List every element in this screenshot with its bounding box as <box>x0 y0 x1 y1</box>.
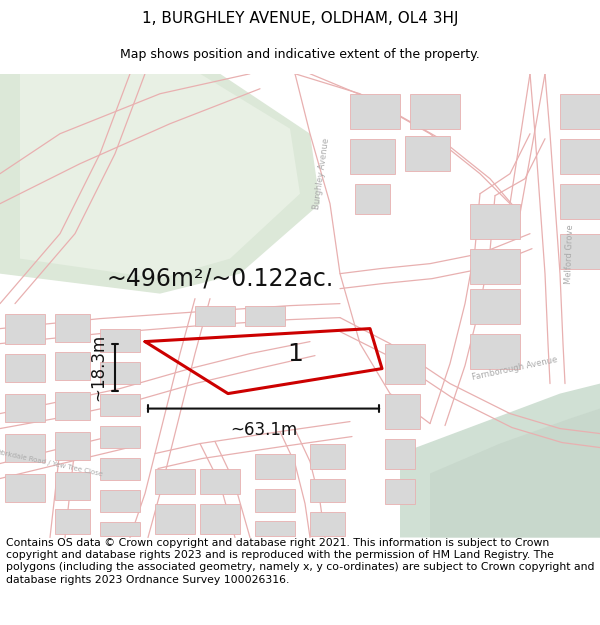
Text: Map shows position and indicative extent of the property.: Map shows position and indicative extent… <box>120 48 480 61</box>
Text: 1: 1 <box>287 342 303 366</box>
Polygon shape <box>400 384 600 538</box>
Polygon shape <box>560 94 600 129</box>
Polygon shape <box>355 184 390 214</box>
Polygon shape <box>55 352 90 379</box>
Polygon shape <box>350 94 400 129</box>
Text: ~63.1m: ~63.1m <box>230 421 297 439</box>
Polygon shape <box>5 434 45 461</box>
Polygon shape <box>100 458 140 479</box>
Polygon shape <box>5 354 45 382</box>
Polygon shape <box>385 479 415 504</box>
Polygon shape <box>100 329 140 352</box>
Polygon shape <box>100 521 140 536</box>
Polygon shape <box>385 439 415 469</box>
Polygon shape <box>470 289 520 324</box>
Text: ~18.3m: ~18.3m <box>89 334 107 401</box>
Polygon shape <box>385 394 420 429</box>
Polygon shape <box>470 334 520 369</box>
Text: ~496m²/~0.122ac.: ~496m²/~0.122ac. <box>106 267 334 291</box>
Polygon shape <box>255 454 295 479</box>
Polygon shape <box>410 94 460 129</box>
Polygon shape <box>100 362 140 384</box>
Polygon shape <box>5 474 45 501</box>
Polygon shape <box>470 204 520 239</box>
Polygon shape <box>385 344 425 384</box>
Polygon shape <box>200 469 240 494</box>
Polygon shape <box>55 509 90 534</box>
Polygon shape <box>55 392 90 419</box>
Polygon shape <box>245 306 285 326</box>
Polygon shape <box>55 471 90 499</box>
Polygon shape <box>560 139 600 174</box>
Text: Contains OS data © Crown copyright and database right 2021. This information is : Contains OS data © Crown copyright and d… <box>6 538 595 585</box>
Polygon shape <box>310 511 345 536</box>
Polygon shape <box>20 74 300 279</box>
Text: Yorkdale Road / Yew Tree Close: Yorkdale Road / Yew Tree Close <box>0 449 103 478</box>
Text: Farnborough Avenue: Farnborough Avenue <box>472 355 559 382</box>
Text: 1, BURGHLEY AVENUE, OLDHAM, OL4 3HJ: 1, BURGHLEY AVENUE, OLDHAM, OL4 3HJ <box>142 11 458 26</box>
Polygon shape <box>5 314 45 344</box>
Polygon shape <box>350 139 395 174</box>
Polygon shape <box>255 521 295 536</box>
Polygon shape <box>100 489 140 511</box>
Polygon shape <box>200 504 240 534</box>
Polygon shape <box>0 74 320 294</box>
Polygon shape <box>310 444 345 469</box>
Text: Melford Grove: Melford Grove <box>565 224 575 284</box>
Polygon shape <box>310 479 345 501</box>
Polygon shape <box>100 394 140 416</box>
Polygon shape <box>155 469 195 494</box>
Polygon shape <box>255 489 295 511</box>
Polygon shape <box>55 431 90 459</box>
Polygon shape <box>100 426 140 448</box>
Polygon shape <box>470 249 520 284</box>
Polygon shape <box>430 409 600 538</box>
Polygon shape <box>195 306 235 326</box>
Polygon shape <box>5 394 45 421</box>
Polygon shape <box>405 136 450 171</box>
Polygon shape <box>560 234 600 269</box>
Polygon shape <box>55 314 90 342</box>
Text: Burghley Avenue: Burghley Avenue <box>313 138 331 210</box>
Polygon shape <box>560 184 600 219</box>
Polygon shape <box>155 504 195 534</box>
